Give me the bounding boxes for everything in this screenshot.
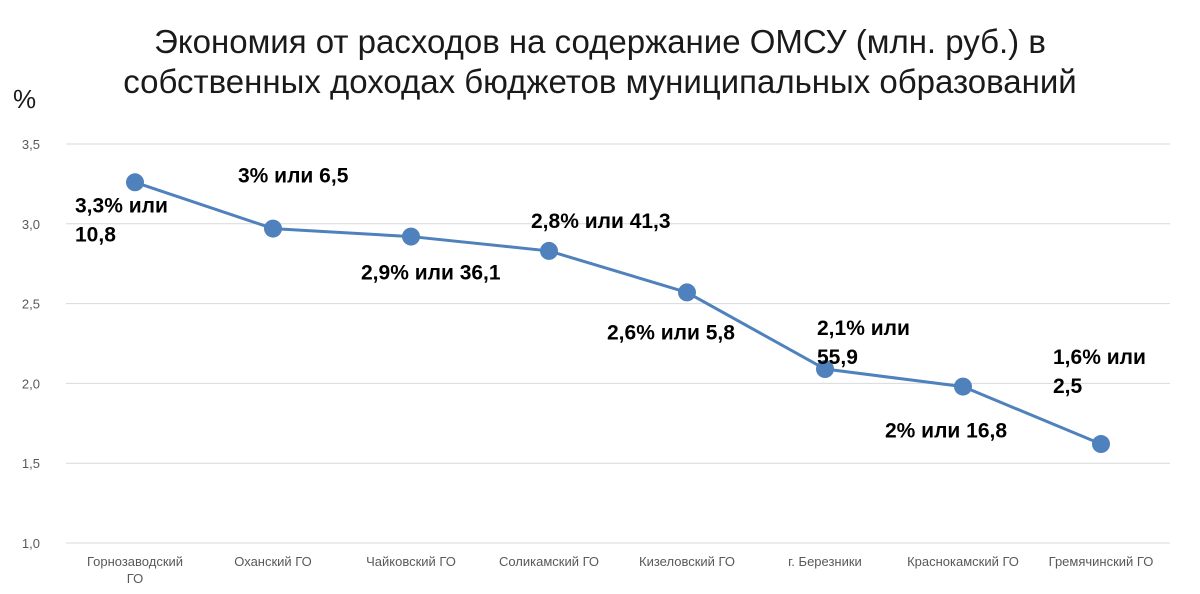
data-label: 2% или 16,8: [885, 420, 1007, 443]
data-point: [954, 377, 972, 396]
data-label: 3% или 6,5: [238, 165, 349, 188]
x-category-label: Краснокамский ГО: [907, 554, 1019, 569]
x-category-label: Кизеловский ГО: [639, 554, 735, 569]
x-category-label: Гремячинский ГО: [1049, 554, 1154, 569]
x-category-label: Оханский ГО: [234, 554, 311, 569]
chart-title: Экономия от расходов на содержание ОМСУ …: [0, 22, 1200, 102]
data-point: [264, 219, 282, 238]
x-category-label: Чайковский ГО: [366, 554, 456, 569]
x-category-label: Горнозаводский ГО: [87, 554, 183, 586]
y-tick-label: 2,5: [22, 297, 40, 312]
data-point: [402, 227, 420, 246]
y-axis-unit-label: %: [13, 84, 37, 114]
data-point: [678, 283, 696, 302]
data-point: [1092, 435, 1110, 454]
data-point: [816, 360, 834, 379]
data-label: 2,9% или 36,1: [361, 262, 501, 285]
data-point: [126, 173, 144, 192]
series-line: [134, 180, 1102, 446]
y-tick-label: 1,0: [22, 536, 40, 551]
data-label: 3,3% или 10,8: [75, 194, 168, 246]
y-tick-label: 1,5: [22, 456, 40, 471]
data-point: [540, 241, 558, 260]
y-tick-label: 3,0: [22, 217, 40, 232]
y-tick-label: 3,5: [22, 137, 40, 152]
chart-title-line-2: собственных доходах бюджетов муниципальн…: [123, 63, 1077, 100]
data-label: 2,8% или 41,3: [531, 210, 671, 233]
chart-title-line-1: Экономия от расходов на содержание ОМСУ …: [154, 23, 1046, 60]
data-label: 1,6% или 2,5: [1053, 346, 1146, 398]
x-category-label: г. Березники: [788, 554, 862, 569]
data-label: 2,1% или 55,9: [817, 317, 910, 369]
y-tick-label: 2,0: [22, 376, 40, 391]
data-label: 2,6% или 5,8: [607, 321, 735, 344]
x-category-label: Соликамский ГО: [499, 554, 599, 569]
